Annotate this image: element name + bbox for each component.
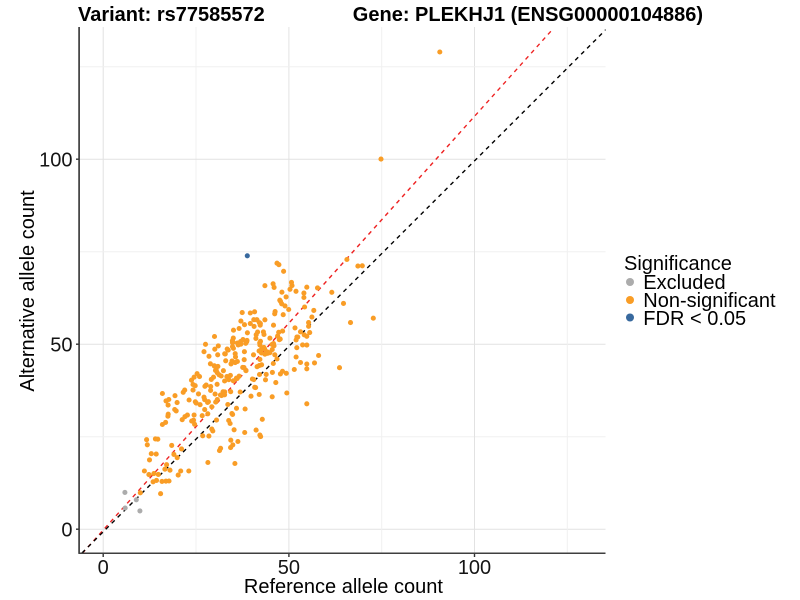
svg-text:0: 0 xyxy=(61,519,72,541)
svg-text:Excluded: Excluded xyxy=(643,272,725,294)
svg-text:50: 50 xyxy=(278,557,300,579)
svg-text:Gene: PLEKHJ1 (ENSG00000104886: Gene: PLEKHJ1 (ENSG00000104886) xyxy=(353,4,703,26)
svg-text:Variant: rs77585572: Variant: rs77585572 xyxy=(78,4,265,26)
svg-text:100: 100 xyxy=(458,557,491,579)
svg-text:0: 0 xyxy=(98,557,109,579)
svg-text:Alternative allele count: Alternative allele count xyxy=(17,190,39,392)
svg-text:Non-significant: Non-significant xyxy=(643,290,776,312)
svg-text:Significance: Significance xyxy=(624,253,732,275)
svg-text:50: 50 xyxy=(50,334,72,356)
svg-text:100: 100 xyxy=(39,149,72,171)
svg-text:Reference allele count: Reference allele count xyxy=(244,576,443,598)
svg-text:FDR < 0.05: FDR < 0.05 xyxy=(643,308,746,330)
